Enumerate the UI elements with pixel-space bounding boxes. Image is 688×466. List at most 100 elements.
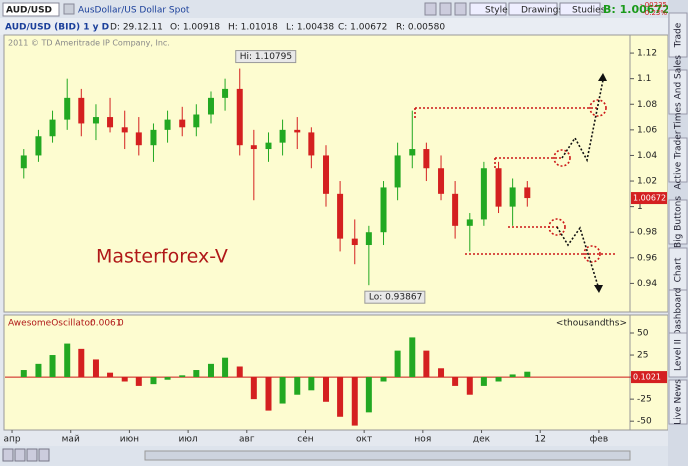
- y-tick-label: 1.12: [637, 49, 657, 59]
- info-close: C: 1.00672: [338, 23, 387, 33]
- price-panel: [3, 34, 631, 313]
- candle-body: [279, 129, 286, 143]
- candle-body: [49, 119, 56, 137]
- osc-bar: [524, 371, 531, 378]
- candle-body: [164, 119, 171, 130]
- osc-bar: [466, 377, 473, 395]
- osc-bar: [409, 337, 416, 378]
- osc-bar: [236, 366, 243, 378]
- candle-body: [365, 232, 372, 246]
- x-tick-label: окт: [356, 435, 372, 445]
- tab[interactable]: [668, 199, 688, 245]
- scrollbar[interactable]: [144, 450, 631, 461]
- tab[interactable]: [668, 69, 688, 115]
- info-high: H: 1.01018: [228, 23, 278, 33]
- osc-bar: [207, 363, 214, 378]
- tab-label: Chart: [674, 257, 684, 282]
- chart-title: AUD/USD (BID) 1 y D: [5, 23, 109, 33]
- drawings-button[interactable]: [508, 2, 558, 16]
- candle-body: [207, 97, 214, 115]
- x-tick-label: фев: [590, 435, 609, 445]
- icon[interactable]: [454, 2, 467, 16]
- osc-bar: [380, 377, 387, 382]
- watermark: Masterforex-V: [96, 246, 228, 268]
- tab[interactable]: [668, 137, 688, 183]
- info-low: L: 1.00438: [286, 23, 334, 33]
- info-date: D: 29.12.11: [110, 23, 163, 33]
- candle-body: [351, 238, 358, 246]
- zoom[interactable]: [26, 448, 38, 462]
- candle-body: [222, 88, 229, 98]
- tab-label: Dashboard: [674, 288, 684, 337]
- tab-label: Live News: [674, 379, 684, 425]
- change-pct: -0.23%: [642, 9, 667, 17]
- symbol-box[interactable]: [2, 2, 60, 17]
- info-open: O: 1.00918: [170, 23, 220, 33]
- osc-bar: [351, 377, 358, 426]
- bid: B: 1.00672: [603, 3, 670, 16]
- low-label: Lo: 0.93867: [369, 293, 422, 303]
- osc-bar: [438, 368, 445, 378]
- candle-body: [337, 193, 344, 239]
- studies-button[interactable]: [559, 2, 601, 16]
- x-tick-label: апр: [3, 435, 20, 445]
- osc-bar: [294, 377, 301, 395]
- icon[interactable]: [424, 2, 437, 16]
- osc-bar: [193, 370, 200, 378]
- candle-body: [78, 97, 85, 124]
- drawings-label: Drawings: [521, 6, 563, 16]
- osc-bar: [164, 377, 171, 380]
- y-tick-label: 50: [637, 328, 649, 338]
- tab[interactable]: [668, 12, 688, 58]
- candle-body: [20, 155, 27, 169]
- x-tick-label: июл: [179, 435, 198, 445]
- style-label: Style: [485, 6, 508, 16]
- info-range: R: 0.00580: [396, 23, 445, 33]
- osc-bar: [222, 357, 229, 378]
- osc-bar: [78, 348, 85, 378]
- label-box: [364, 290, 426, 304]
- candle-body: [394, 155, 401, 188]
- x-tick-label: ноя: [414, 435, 431, 445]
- icon[interactable]: [63, 3, 75, 15]
- drawings: [414, 99, 615, 263]
- symbol: AUD/USD: [6, 6, 52, 16]
- osc-units: <thousandths>: [556, 319, 627, 329]
- candle-body: [466, 219, 473, 226]
- tab[interactable]: [668, 379, 688, 425]
- osc-bar: [20, 370, 27, 378]
- candle-body: [294, 129, 301, 133]
- style-button[interactable]: [469, 2, 507, 16]
- osc-bar: [365, 377, 372, 413]
- x-tick-label: май: [62, 435, 80, 445]
- candle-body: [35, 136, 42, 156]
- y-tick-label: 1.06: [637, 125, 657, 135]
- zoom[interactable]: [2, 448, 14, 462]
- osc-title: AwesomeOscillator: [8, 319, 94, 329]
- x-tick-label: июн: [120, 435, 139, 445]
- osc-bar: [92, 359, 99, 378]
- osc-bar: [49, 355, 56, 378]
- tab-label: Trade: [674, 22, 684, 48]
- candle-body: [524, 187, 531, 199]
- zoom[interactable]: [14, 448, 26, 462]
- last-osc: 0.1021: [633, 373, 661, 382]
- osc-bar: [64, 343, 71, 378]
- tab-label: Big Buttons: [674, 196, 684, 248]
- icon[interactable]: [439, 2, 452, 16]
- candle-body: [265, 142, 272, 150]
- candle-body: [438, 168, 445, 194]
- y-tick-label: 1.02: [637, 177, 657, 187]
- candle-body: [107, 117, 114, 128]
- pan[interactable]: [38, 448, 50, 462]
- osc-bar: [135, 377, 142, 386]
- x-tick-label: дек: [473, 435, 491, 445]
- osc-bar: [423, 350, 430, 378]
- osc-bar: [509, 374, 516, 378]
- osc-value: 0.0061: [90, 319, 122, 329]
- x-tick-label: авг: [239, 435, 255, 445]
- x-tick-label: 12: [534, 435, 545, 445]
- tab[interactable]: [668, 332, 688, 378]
- osc-bar: [107, 372, 114, 378]
